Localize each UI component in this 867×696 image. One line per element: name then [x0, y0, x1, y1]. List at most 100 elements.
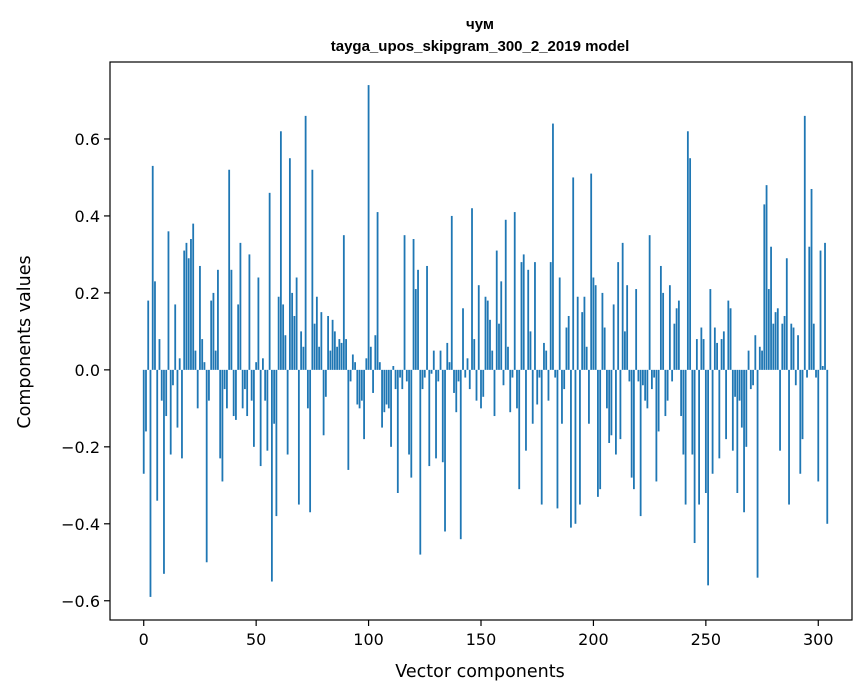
bar-252 — [709, 289, 712, 370]
bar-209 — [612, 304, 615, 370]
bar-196 — [583, 296, 586, 370]
bar-280 — [772, 323, 775, 370]
bar-219 — [635, 289, 638, 370]
bar-163 — [509, 369, 512, 413]
bar-2 — [147, 300, 150, 370]
bar-145 — [468, 369, 471, 390]
bar-238 — [677, 300, 680, 370]
bar-231 — [662, 292, 665, 370]
bar-161 — [504, 219, 507, 370]
bar-170 — [525, 369, 527, 451]
bar-97 — [360, 369, 363, 401]
bar-291 — [797, 335, 799, 370]
bar-187 — [563, 369, 566, 390]
bar-94 — [354, 362, 356, 370]
bar-104 — [376, 212, 379, 370]
bar-99 — [365, 358, 368, 370]
bar-220 — [637, 369, 640, 382]
bar-301 — [819, 250, 822, 370]
bar-247 — [698, 369, 700, 505]
bar-248 — [700, 327, 703, 370]
bar-171 — [527, 269, 530, 370]
bar-175 — [536, 369, 539, 405]
bar-27 — [203, 362, 206, 370]
bar-177 — [540, 369, 543, 505]
bar-208 — [610, 369, 613, 436]
bar-60 — [277, 296, 280, 370]
bar-131 — [437, 369, 440, 382]
bar-50 — [255, 362, 258, 370]
bar-29 — [208, 369, 210, 401]
x-tick-label: 0 — [139, 630, 149, 649]
bar-31 — [212, 292, 215, 370]
bar-106 — [381, 369, 383, 428]
bar-146 — [471, 208, 473, 370]
bar-201 — [594, 285, 597, 370]
y-axis-label: Components values — [15, 255, 35, 428]
bar-132 — [439, 350, 442, 370]
bar-304 — [826, 369, 829, 524]
bar-55 — [266, 369, 269, 451]
bar-71 — [302, 346, 305, 370]
bar-232 — [664, 369, 667, 417]
bar-4 — [151, 165, 154, 370]
bar-117 — [405, 369, 408, 382]
bar-236 — [673, 323, 676, 370]
bar-87 — [338, 339, 341, 370]
bar-257 — [720, 339, 723, 370]
bar-83 — [329, 350, 332, 370]
bar-45 — [244, 369, 246, 390]
bar-165 — [513, 212, 516, 370]
bar-59 — [275, 369, 278, 517]
bar-294 — [803, 115, 806, 370]
bar-302 — [821, 366, 824, 370]
bar-28 — [205, 369, 208, 563]
bar-258 — [722, 331, 725, 370]
bar-84 — [331, 319, 334, 370]
bar-141 — [459, 369, 462, 540]
bar-160 — [502, 369, 505, 386]
bar-224 — [646, 369, 649, 409]
bar-85 — [333, 331, 336, 370]
bar-92 — [349, 369, 352, 382]
bar-70 — [300, 331, 303, 370]
bar-193 — [576, 296, 579, 370]
bar-216 — [628, 369, 631, 382]
bar-185 — [558, 277, 561, 370]
bar-119 — [410, 369, 413, 478]
y-tick-label: −0.2 — [61, 438, 100, 457]
bar-186 — [561, 369, 563, 424]
bar-65 — [288, 158, 291, 370]
bar-249 — [702, 339, 705, 370]
bar-272 — [754, 335, 757, 370]
bar-30 — [210, 300, 213, 370]
bar-229 — [657, 369, 660, 432]
bar-295 — [806, 369, 808, 378]
bar-26 — [201, 339, 204, 370]
bar-8 — [160, 369, 163, 401]
bar-149 — [477, 285, 480, 370]
bar-137 — [450, 215, 453, 370]
bar-191 — [572, 177, 575, 370]
bar-5 — [154, 281, 156, 370]
bar-250 — [704, 369, 707, 493]
bar-277 — [765, 185, 768, 370]
bar-264 — [736, 369, 739, 493]
bar-226 — [650, 369, 653, 390]
bar-21 — [190, 239, 192, 370]
bar-254 — [713, 327, 716, 370]
bar-251 — [707, 369, 709, 586]
bar-174 — [534, 262, 536, 370]
bar-61 — [279, 131, 282, 370]
bar-182 — [552, 123, 554, 370]
bar-35 — [221, 369, 224, 482]
bar-23 — [194, 350, 197, 370]
bar-296 — [808, 246, 811, 370]
bar-144 — [466, 358, 469, 370]
chart-title: чум — [466, 16, 494, 33]
bar-130 — [435, 369, 437, 459]
bar-245 — [693, 369, 696, 544]
bar-230 — [659, 265, 662, 370]
x-tick-label: 300 — [803, 630, 834, 649]
